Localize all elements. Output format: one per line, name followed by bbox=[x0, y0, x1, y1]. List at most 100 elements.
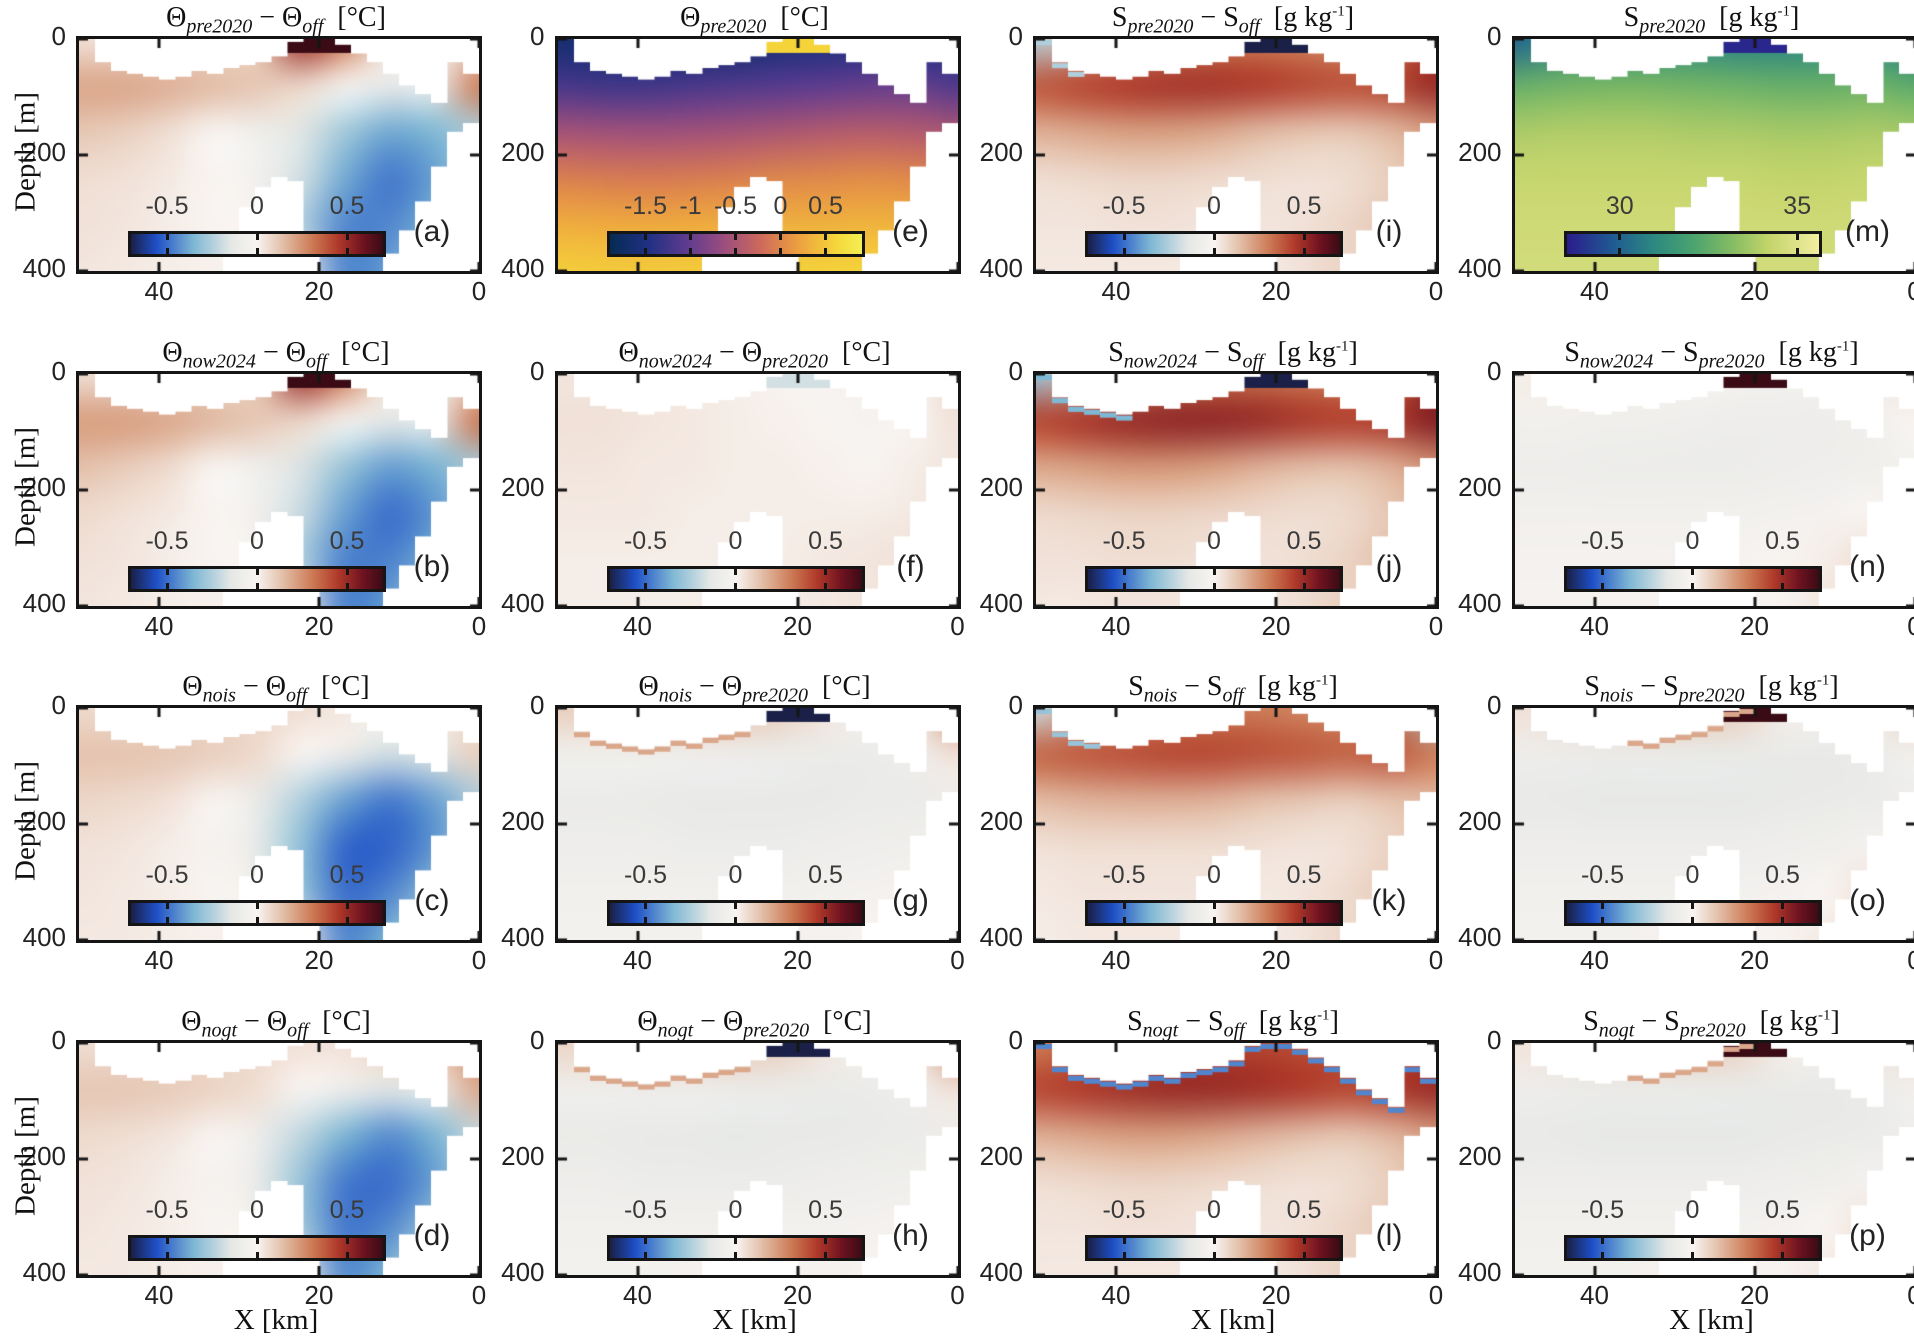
minus-sign: − bbox=[1177, 671, 1207, 702]
title-variable: S bbox=[1583, 1005, 1599, 1037]
colorbar-tick-label: 0 bbox=[728, 1195, 743, 1224]
colorbar-tick-mark bbox=[644, 234, 647, 240]
colorbar-tick-mark bbox=[1212, 248, 1216, 254]
colorbar-tick-mark bbox=[165, 917, 169, 923]
colorbar-tick-mark bbox=[1122, 1237, 1126, 1244]
title-subscript: nois bbox=[202, 684, 236, 707]
title-subscript: nogt bbox=[1142, 1019, 1179, 1042]
y-tick-label: 400 bbox=[979, 253, 1023, 283]
colorbar-tick-label: 0.5 bbox=[1765, 526, 1800, 555]
title-variable: Θ bbox=[680, 2, 701, 33]
y-tick-label: 400 bbox=[1458, 587, 1502, 618]
y-tick-label: 400 bbox=[979, 587, 1023, 618]
colorbar-tick-mark bbox=[734, 1251, 737, 1258]
colorbar-tick-mark bbox=[824, 568, 827, 575]
panel-letter: (h) bbox=[892, 1218, 929, 1252]
unit-exponent: -1 bbox=[1777, 3, 1791, 20]
colorbar-tick-mark bbox=[1302, 582, 1306, 589]
colorbar-tick-label: -0.5 bbox=[623, 1195, 668, 1224]
colorbar bbox=[1085, 1234, 1343, 1261]
colorbar-tick-label: -0.5 bbox=[1102, 861, 1146, 889]
y-tick-label: 400 bbox=[22, 587, 66, 618]
title-variable: Θ bbox=[618, 336, 639, 368]
colorbar-tick-label: -0.5 bbox=[713, 192, 758, 220]
colorbar-tick-label: 0 bbox=[250, 192, 264, 220]
colorbar-tick-mark bbox=[345, 1251, 349, 1258]
colorbar-tick-mark bbox=[165, 248, 169, 254]
x-tick-label: 40 bbox=[623, 610, 652, 641]
colorbar-tick-mark bbox=[1122, 248, 1126, 254]
panel-title: Θnois − Θoff [°C] bbox=[76, 671, 476, 708]
y-tick-label: 0 bbox=[1008, 1024, 1023, 1055]
colorbar-tick-mark bbox=[734, 248, 737, 254]
colorbar-tick-mark bbox=[644, 1237, 647, 1244]
colorbar-tick-mark bbox=[255, 1237, 259, 1244]
colorbar bbox=[1563, 231, 1822, 257]
colorbar-tick-mark bbox=[1122, 582, 1126, 589]
colorbar-tick-mark bbox=[1691, 1237, 1694, 1244]
y-tick-label: 0 bbox=[530, 21, 545, 51]
colorbar-tick-mark bbox=[734, 568, 737, 575]
colorbar-tick-label: -0.5 bbox=[1102, 192, 1146, 220]
colorbar-tick-label: -0.5 bbox=[145, 526, 189, 555]
x-tick-label: 40 bbox=[1101, 276, 1131, 306]
y-tick-label: 400 bbox=[501, 587, 545, 618]
colorbar bbox=[1085, 900, 1343, 926]
colorbar-tick-label: 0 bbox=[773, 192, 788, 220]
title-subscript: off bbox=[302, 15, 324, 38]
y-tick-label: 200 bbox=[1458, 137, 1502, 167]
y-axis-label: Depth [m] bbox=[9, 426, 42, 547]
panel-title: Snois − Spre2020 [g kg-1] bbox=[1512, 671, 1912, 708]
title-unit: [g kg-1] bbox=[1257, 671, 1338, 702]
colorbar bbox=[128, 1234, 386, 1261]
colorbar-tick-mark bbox=[1691, 903, 1694, 909]
colorbar-tick-mark bbox=[1781, 582, 1784, 589]
colorbar-tick-label: 0 bbox=[1207, 861, 1221, 889]
panel-title: Snogt − Spre2020 [g kg-1] bbox=[1512, 1006, 1912, 1043]
minus-sign: − bbox=[235, 671, 266, 702]
colorbar-tick-label: 0.5 bbox=[1765, 861, 1800, 889]
title-variable: S bbox=[1683, 336, 1699, 368]
colorbar-tick-mark bbox=[165, 582, 169, 589]
y-tick-label: 200 bbox=[979, 471, 1023, 502]
x-tick-label: 40 bbox=[1580, 276, 1609, 306]
colorbar-tick-mark bbox=[1302, 917, 1306, 923]
colorbar-tick-mark bbox=[824, 234, 827, 240]
panel-e: Θpre2020 [°C] 0 200 400 -1.5 -1 -0.5 0 0.5 (e) bbox=[479, 0, 961, 334]
colorbar-tick-mark bbox=[689, 234, 692, 240]
unit-exponent: -1 bbox=[1315, 672, 1329, 689]
panel-title: Spre2020 [g kg-1] bbox=[1512, 2, 1912, 39]
colorbar-tick-label: 35 bbox=[1783, 192, 1812, 220]
panel-p: Snogt − Spre2020 [g kg-1]020040040200-0.… bbox=[1436, 1004, 1914, 1338]
colorbar-tick-mark bbox=[644, 248, 647, 254]
colorbar-tick-label: 0.5 bbox=[1286, 861, 1322, 889]
panel-title: Snow2024 − Soff [g kg-1] bbox=[1033, 337, 1433, 374]
minus-sign: − bbox=[692, 671, 722, 702]
title-subscript: pre2020 bbox=[1679, 1019, 1746, 1042]
colorbar-tick-mark bbox=[255, 568, 259, 575]
title-unit: [°C] bbox=[337, 2, 386, 33]
x-tick-label: 0 bbox=[471, 945, 487, 975]
x-tick-label: 40 bbox=[1101, 610, 1131, 641]
y-tick-label: 400 bbox=[979, 1256, 1023, 1287]
panel-m: Spre2020 [g kg-1]0200400402003035(m) bbox=[1436, 0, 1914, 334]
title-variable: S bbox=[1127, 1005, 1143, 1037]
x-tick-label: 0 bbox=[471, 610, 487, 641]
title-variable: S bbox=[1584, 671, 1600, 702]
colorbar-tick-label: 0.5 bbox=[329, 1195, 365, 1224]
minus-sign: − bbox=[1178, 1005, 1209, 1037]
colorbar-tick-label: 0 bbox=[250, 1195, 264, 1224]
colorbar-tick-label: 0.5 bbox=[329, 861, 365, 889]
panel-b: Θnow2024 − Θoff [°C] 0 200 400 40 20 0 -0.5 0 0.5… bbox=[0, 335, 487, 669]
colorbar-tick-mark bbox=[1618, 234, 1622, 240]
title-unit: [g kg-1] bbox=[1277, 336, 1358, 368]
panel-title: Snois − Soff [g kg-1] bbox=[1033, 671, 1433, 708]
panel-title: Θpre2020 [°C] bbox=[555, 2, 955, 39]
title-subscript: nogt bbox=[657, 1019, 694, 1042]
panel-title: Snow2024 − Spre2020 [g kg-1] bbox=[1512, 337, 1912, 374]
colorbar-tick-label: -0.5 bbox=[623, 861, 668, 889]
x-tick-label: 0 bbox=[950, 945, 965, 975]
y-tick-label: 200 bbox=[979, 1140, 1023, 1171]
panel-letter: (n) bbox=[1849, 549, 1886, 583]
y-tick-label: 400 bbox=[22, 922, 66, 952]
